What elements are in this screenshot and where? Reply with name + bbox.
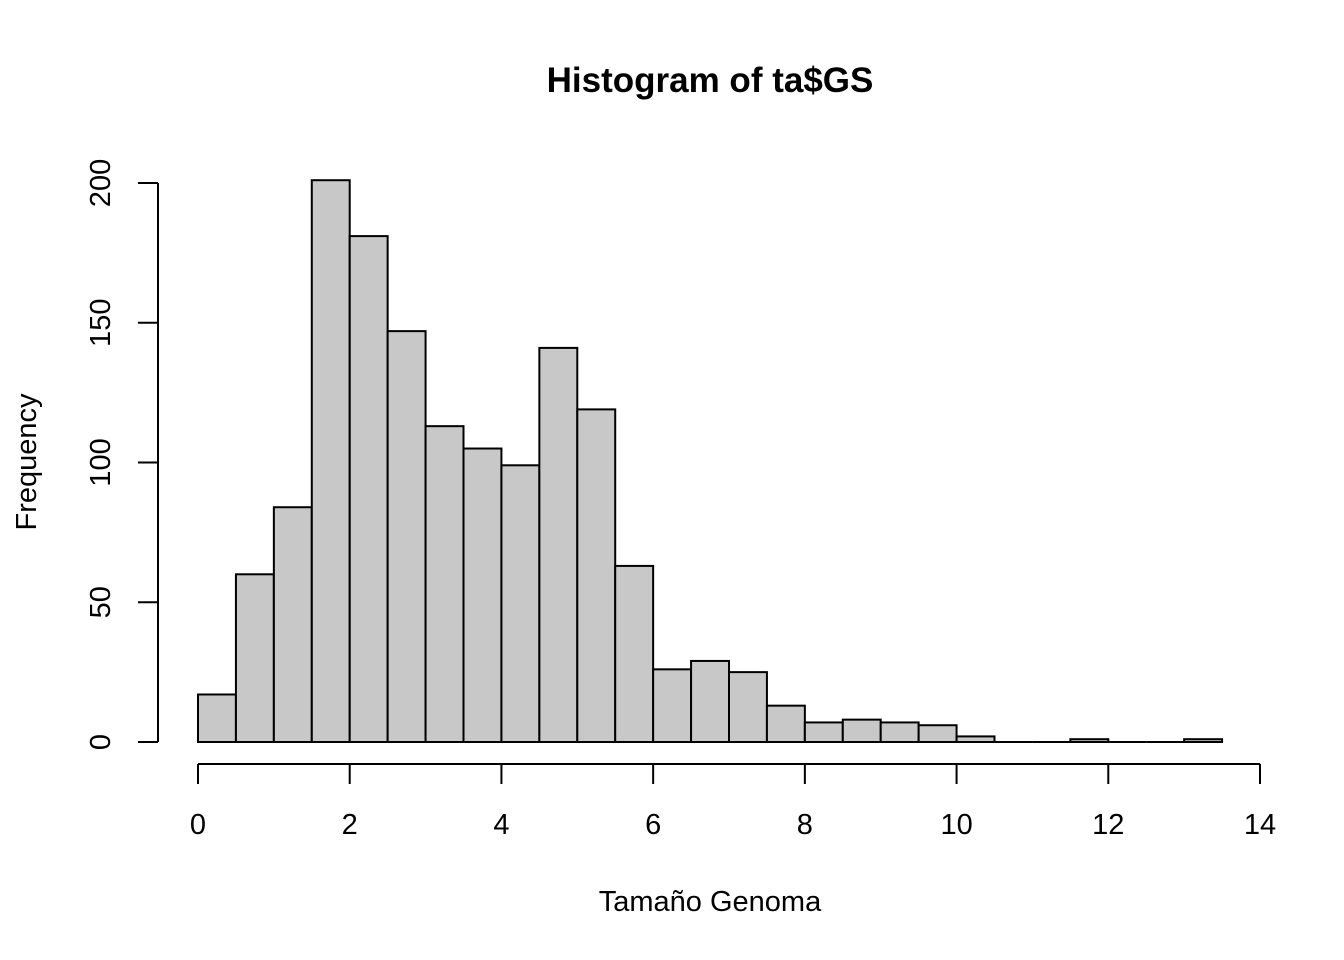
x-tick-label: 8 xyxy=(797,809,813,841)
y-tick-label: 0 xyxy=(85,734,117,750)
histogram-bar xyxy=(879,721,920,743)
y-tick-label: 50 xyxy=(85,586,117,618)
x-tick-label: 6 xyxy=(645,809,661,841)
histogram-bar xyxy=(803,721,844,743)
histogram-bar xyxy=(272,506,313,743)
histogram-bars xyxy=(197,179,1224,744)
y-tick-label: 150 xyxy=(85,299,117,347)
y-axis-label: Frequency xyxy=(11,393,43,531)
histogram-bar xyxy=(841,718,882,744)
histogram-bar xyxy=(576,408,617,743)
x-axis-label: Tamaño Genoma xyxy=(599,886,822,918)
histogram-bar xyxy=(197,693,237,743)
histogram-bar xyxy=(234,573,275,743)
histogram-bar xyxy=(917,724,958,743)
histogram-bar xyxy=(462,447,503,743)
histogram-bar xyxy=(500,464,541,743)
histogram-bar xyxy=(386,330,427,743)
histogram-bar xyxy=(728,671,768,743)
y-axis: 0 50 100 150 200 xyxy=(85,159,159,750)
x-tick-label: 12 xyxy=(1092,809,1124,841)
histogram-bar xyxy=(310,179,351,743)
histogram-bar xyxy=(955,735,996,743)
histogram-bar xyxy=(765,704,806,743)
histogram-bar xyxy=(538,346,579,743)
x-tick-label: 0 xyxy=(190,809,206,841)
histogram-bar xyxy=(690,659,730,744)
x-tick-label: 4 xyxy=(493,809,509,841)
x-tick-label: 10 xyxy=(940,809,972,841)
histogram-bar xyxy=(652,668,693,744)
x-axis: 0 2 4 6 8 10 12 14 xyxy=(190,763,1276,841)
x-tick-label: 2 xyxy=(342,809,358,841)
histogram-bar xyxy=(1069,738,1110,744)
histogram-bar xyxy=(424,425,465,743)
histogram-bar xyxy=(348,235,389,743)
y-tick-label: 200 xyxy=(85,159,117,207)
chart-title: Histogram of ta$GS xyxy=(547,61,874,100)
histogram-bar xyxy=(1183,738,1224,744)
x-tick-label: 14 xyxy=(1244,809,1276,841)
y-tick-label: 100 xyxy=(85,438,117,486)
histogram-bar xyxy=(614,564,655,743)
